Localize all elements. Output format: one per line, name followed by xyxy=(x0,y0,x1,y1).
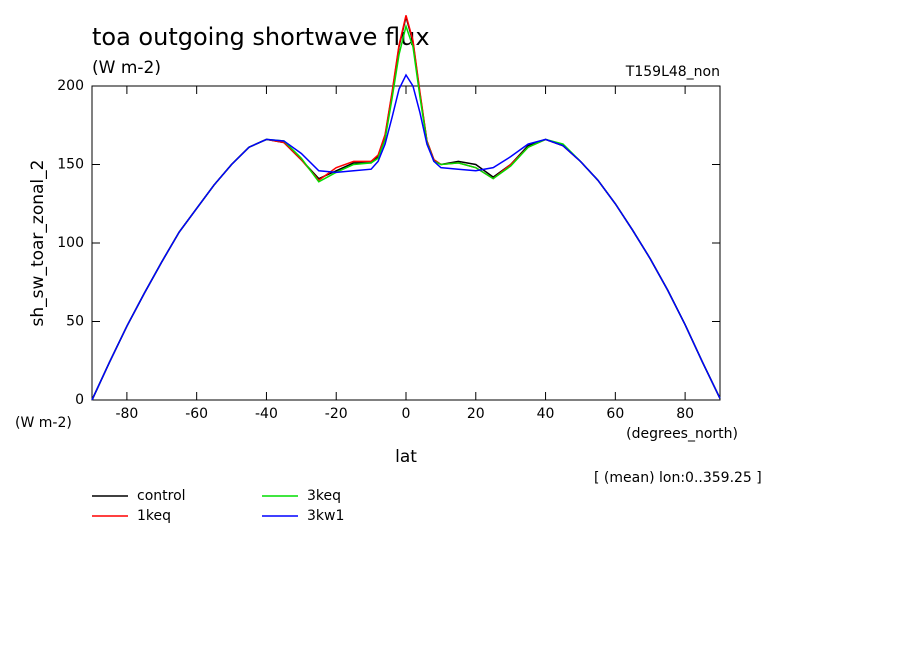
x-tick-label: 20 xyxy=(467,406,485,422)
x-units: (degrees_north) xyxy=(626,426,738,442)
y-tick-label: 0 xyxy=(75,392,84,408)
x-axis-label: lat xyxy=(395,447,417,467)
x-tick-label: 0 xyxy=(402,406,411,422)
y-tick-label: 100 xyxy=(57,235,84,251)
series-line xyxy=(91,23,721,401)
x-tick-label: -60 xyxy=(185,406,208,422)
chart-title: toa outgoing shortwave flux xyxy=(92,23,430,51)
x-tick-label: 40 xyxy=(537,406,555,422)
y-tick-label: 200 xyxy=(57,78,84,94)
y-tick-label: 50 xyxy=(66,314,84,330)
series-line xyxy=(91,73,721,401)
legend-label: control xyxy=(137,488,186,504)
legend-label: 1keq xyxy=(137,508,171,524)
y-units: (W m-2) xyxy=(15,415,72,431)
plot-frame xyxy=(91,85,721,401)
chart-subtitle: (W m-2) xyxy=(92,58,161,78)
y-tick-label: 150 xyxy=(57,157,84,173)
legend-label: 3kw1 xyxy=(307,508,344,524)
annotation: [ (mean) lon:0..359.25 ] xyxy=(594,470,762,486)
y-axis-label: sh_sw_toar_zonal_2 xyxy=(28,160,48,327)
x-tick-label: 60 xyxy=(606,406,624,422)
x-tick-label: -20 xyxy=(325,406,348,422)
x-tick-label: 80 xyxy=(676,406,694,422)
x-tick-label: -80 xyxy=(115,406,138,422)
run-label: T159L48_non xyxy=(625,64,720,80)
legend-label: 3keq xyxy=(307,488,341,504)
x-tick-label: -40 xyxy=(255,406,278,422)
